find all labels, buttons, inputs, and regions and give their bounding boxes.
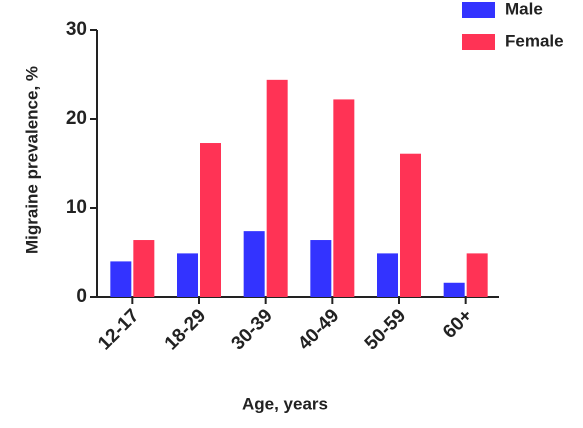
x-tick-label: 12-17 — [94, 305, 143, 354]
x-axis-label: Age, years — [242, 394, 328, 413]
bar — [310, 240, 332, 297]
x-tick-label: 30-39 — [228, 305, 277, 354]
bar — [200, 143, 221, 297]
x-tick-label: 60+ — [439, 305, 477, 343]
bar — [266, 79, 288, 297]
legend-swatch — [462, 2, 495, 18]
y-tick-label: 30 — [66, 19, 87, 40]
y-axis-label: Migraine prevalence, % — [22, 66, 41, 254]
bar — [443, 282, 465, 297]
legend-label: Female — [505, 31, 564, 50]
bar — [377, 253, 398, 297]
legend-swatch — [462, 34, 495, 50]
bar — [466, 253, 488, 297]
y-tick-label: 10 — [66, 197, 87, 218]
y-tick-label: 0 — [76, 286, 87, 307]
bar — [243, 231, 265, 297]
x-tick-label: 40-49 — [294, 305, 343, 354]
x-tick-label: 50-59 — [361, 305, 410, 354]
y-tick-label: 20 — [66, 108, 87, 129]
bar — [400, 153, 421, 297]
bar — [133, 240, 155, 297]
bar — [177, 253, 198, 297]
x-tick-label: 18-29 — [161, 305, 210, 354]
bar — [110, 261, 132, 297]
bar — [333, 99, 355, 297]
legend-label: Male — [505, 0, 543, 18]
